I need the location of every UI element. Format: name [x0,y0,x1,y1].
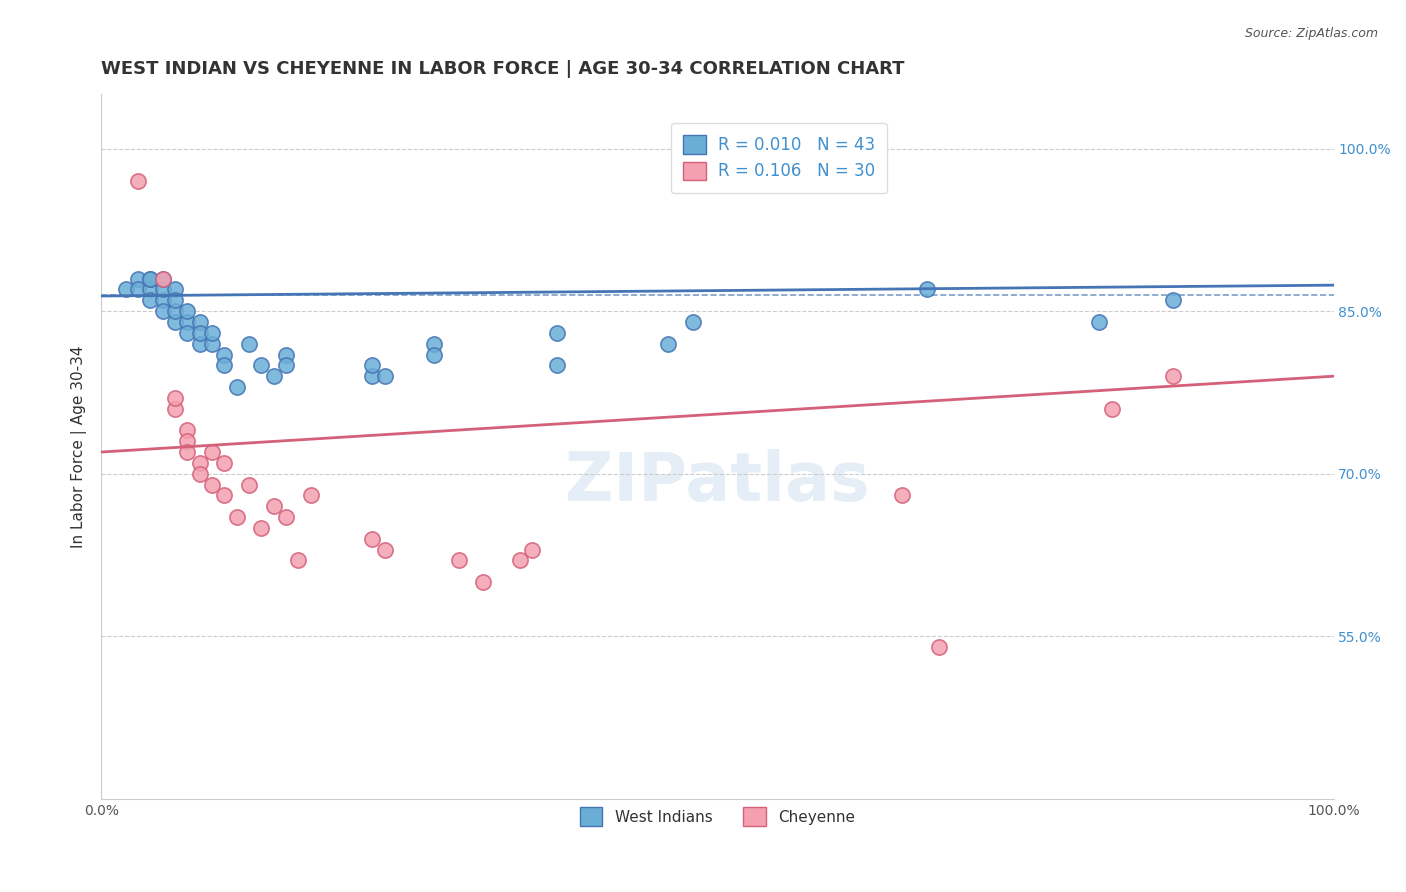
Cheyenne [447,553,470,567]
West Indians [139,293,162,308]
Legend: West Indians, Cheyenne: West Indians, Cheyenne [572,799,863,833]
Cheyenne [250,521,273,535]
Cheyenne [299,488,322,502]
Cheyenne [225,510,247,524]
Cheyenne [287,553,309,567]
Cheyenne [522,542,544,557]
Cheyenne [361,532,384,546]
Cheyenne [201,445,224,459]
West Indians [176,304,198,318]
Cheyenne [891,488,914,502]
West Indians [165,283,187,297]
Cheyenne [214,488,236,502]
Cheyenne [509,553,531,567]
Cheyenne [176,434,198,449]
West Indians [201,336,224,351]
West Indians [188,326,211,340]
Cheyenne [165,391,187,405]
West Indians [127,283,149,297]
West Indians [139,271,162,285]
Cheyenne [214,456,236,470]
Cheyenne [201,477,224,491]
West Indians [152,271,174,285]
West Indians [361,369,384,384]
Cheyenne [188,467,211,481]
West Indians [176,326,198,340]
West Indians [657,336,679,351]
Cheyenne [472,575,495,590]
Cheyenne [263,500,285,514]
Text: Source: ZipAtlas.com: Source: ZipAtlas.com [1244,27,1378,40]
Cheyenne [152,271,174,285]
Cheyenne [165,401,187,416]
West Indians [238,336,260,351]
West Indians [176,315,198,329]
West Indians [127,271,149,285]
West Indians [423,347,446,361]
West Indians [274,359,297,373]
West Indians [546,326,568,340]
West Indians [165,293,187,308]
West Indians [546,359,568,373]
West Indians [165,304,187,318]
West Indians [139,271,162,285]
West Indians [374,369,396,384]
Cheyenne [928,640,950,654]
West Indians [263,369,285,384]
West Indians [1161,293,1184,308]
West Indians [188,336,211,351]
West Indians [225,380,247,394]
West Indians [361,359,384,373]
West Indians [682,315,704,329]
West Indians [1088,315,1111,329]
Text: ZIPatlas: ZIPatlas [565,449,870,515]
West Indians [423,336,446,351]
West Indians [274,347,297,361]
West Indians [152,283,174,297]
West Indians [214,347,236,361]
West Indians [165,315,187,329]
Cheyenne [238,477,260,491]
Y-axis label: In Labor Force | Age 30-34: In Labor Force | Age 30-34 [72,345,87,548]
Cheyenne [374,542,396,557]
West Indians [214,359,236,373]
West Indians [152,293,174,308]
Cheyenne [1101,401,1123,416]
Cheyenne [1161,369,1184,384]
Cheyenne [188,456,211,470]
West Indians [188,315,211,329]
West Indians [114,283,136,297]
West Indians [250,359,273,373]
West Indians [201,326,224,340]
Text: WEST INDIAN VS CHEYENNE IN LABOR FORCE | AGE 30-34 CORRELATION CHART: WEST INDIAN VS CHEYENNE IN LABOR FORCE |… [101,60,904,78]
West Indians [139,283,162,297]
Cheyenne [127,174,149,188]
Cheyenne [176,423,198,437]
Cheyenne [176,445,198,459]
Cheyenne [274,510,297,524]
West Indians [915,283,938,297]
West Indians [152,304,174,318]
